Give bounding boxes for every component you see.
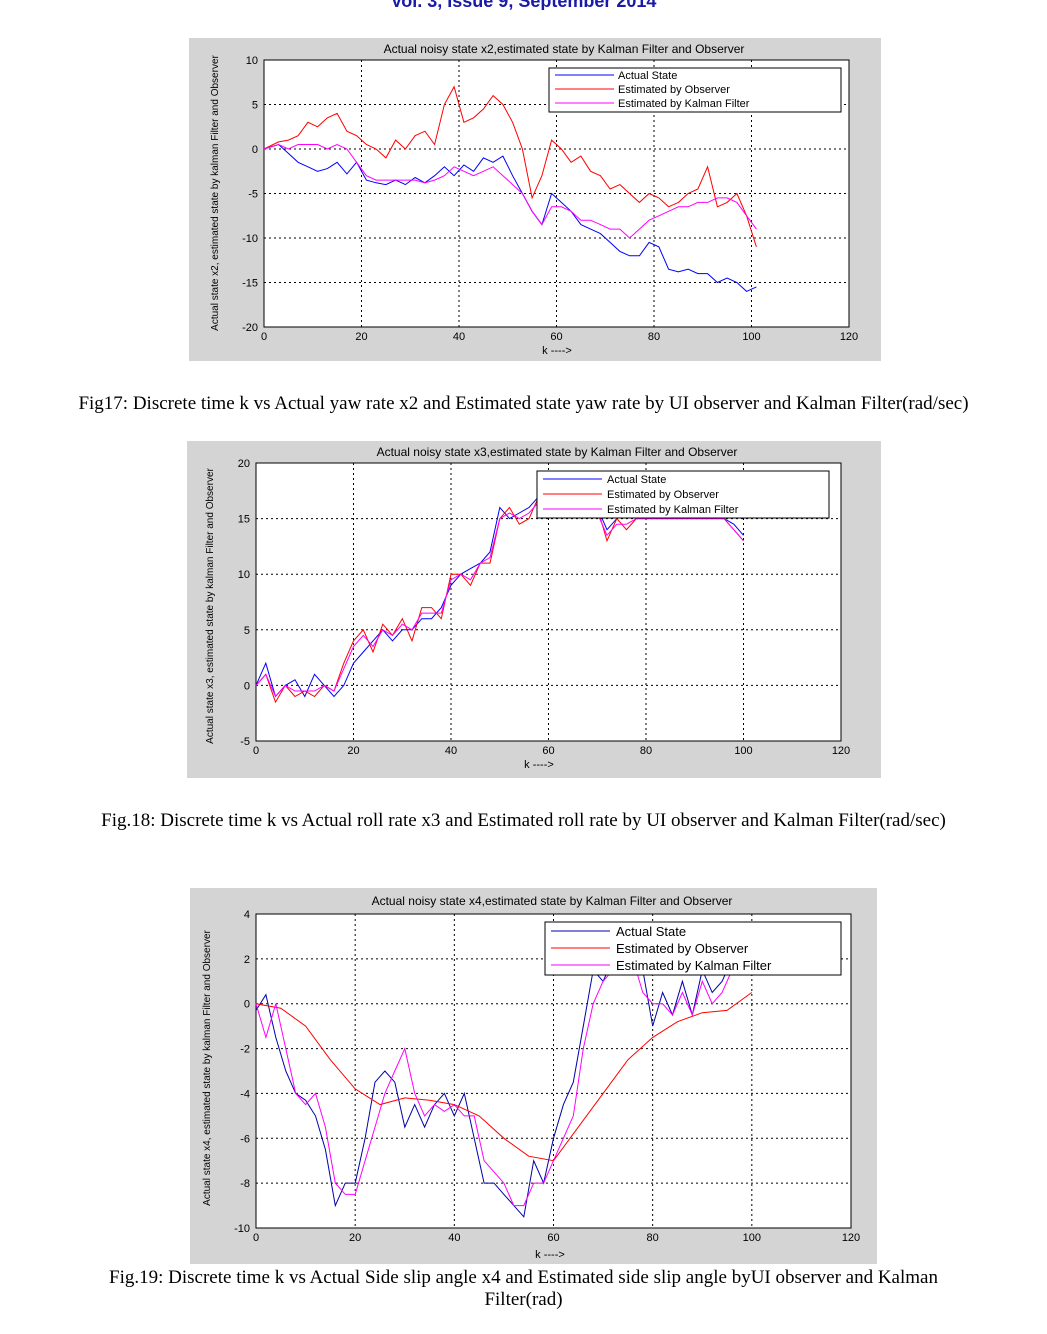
figure-18-y-tick-label: -5 <box>240 736 250 748</box>
figure-19-x-tick-label: 80 <box>647 1232 659 1244</box>
figure-19-legend-kalman: Estimated by Kalman Filter <box>616 958 772 973</box>
figure-19-series-actual <box>255 946 733 1218</box>
figure-17-x-tick-label: 40 <box>453 331 465 343</box>
figure-19-y-tick-label: -2 <box>240 1044 250 1056</box>
figure-17-y-tick-label: -20 <box>242 322 258 334</box>
figure-19-caption-line-2: Filter(rad) <box>484 1289 563 1310</box>
figure-19-legend-observer: Estimated by Observer <box>616 941 749 956</box>
figure-18-legend-kalman: Estimated by Kalman Filter <box>607 504 739 516</box>
figure-19-x-tick-label: 60 <box>547 1232 559 1244</box>
figure-17-title: Actual noisy state x2,estimated state by… <box>384 42 745 56</box>
figure-18-x-tick-label: 100 <box>734 745 752 757</box>
figure-18-y-tick-label: 10 <box>238 569 250 581</box>
figure-19-series-observer <box>255 992 753 1162</box>
figure-18-x-tick-label: 80 <box>640 745 652 757</box>
figure-18-legend-observer: Estimated by Observer <box>607 489 719 501</box>
figure-18-series-kalman <box>255 495 744 698</box>
figure-17-y-tick-label: 0 <box>252 144 258 156</box>
figure-19-y-tick-label: -8 <box>240 1178 250 1190</box>
figure-18-title: Actual noisy state x3,estimated state by… <box>377 445 738 459</box>
figure-19-x-tick-label: 120 <box>842 1232 860 1244</box>
figure-17-legend-box <box>548 67 842 113</box>
figure-17-series-actual <box>263 143 757 292</box>
figure-19-caption: Fig.19: Discrete time k vs Actual Side s… <box>0 1267 1047 1311</box>
figure-17-legend-actual: Actual State <box>618 70 677 82</box>
figure-19-y-tick-label: 0 <box>244 999 250 1011</box>
figure-18-x-axis-label: k ----> <box>524 759 554 771</box>
figure-19-caption-line-1: Fig.19: Discrete time k vs Actual Side s… <box>109 1267 938 1288</box>
figure-17-y-tick-label: 5 <box>252 100 258 112</box>
figure-19-y-tick-label: 4 <box>244 909 250 921</box>
figure-19-title: Actual noisy state x4,estimated state by… <box>372 894 733 908</box>
figure-18-x-tick-label: 40 <box>445 745 457 757</box>
figure-19-chart: Actual noisy state x4,estimated state by… <box>190 888 877 1264</box>
figure-19-y-tick-label: -6 <box>240 1133 250 1145</box>
figure-19-x-axis-label: k ----> <box>535 1249 565 1261</box>
figure-17-series-observer <box>263 85 757 248</box>
figure-19-series-kalman <box>255 958 733 1207</box>
figure-17-x-axis-label: k ----> <box>542 345 572 357</box>
figure-17-y-tick-label: 10 <box>246 55 258 67</box>
figure-19-y-axis-label: Actual state x4, estimated state by kalm… <box>202 929 213 1205</box>
figure-17-x-tick-label: 20 <box>355 331 367 343</box>
figure-17-x-tick-label: 60 <box>550 331 562 343</box>
figure-19-y-tick-label: 2 <box>244 954 250 966</box>
figure-19-legend: Actual State Estimated by Observer Estim… <box>544 921 842 976</box>
figure-18-y-tick-label: 15 <box>238 514 250 526</box>
figure-17-legend-kalman: Estimated by Kalman Filter <box>618 98 750 110</box>
figure-19-y-tick-label: -4 <box>240 1088 250 1100</box>
figure-18-x-tick-label: 120 <box>832 745 850 757</box>
figure-19-y-tick-label: -10 <box>234 1223 250 1235</box>
figure-18-chart: Actual noisy state x3,estimated state by… <box>187 441 881 778</box>
figure-18-y-tick-label: 20 <box>238 458 250 470</box>
figure-19-x-tick-label: 100 <box>743 1232 761 1244</box>
figure-18-x-tick-label: 20 <box>347 745 359 757</box>
figure-18: Actual noisy state x3,estimated state by… <box>187 441 881 778</box>
figure-19: Actual noisy state x4,estimated state by… <box>190 888 877 1264</box>
figure-17-legend-observer: Estimated by Observer <box>618 84 730 96</box>
figure-19-x-tick-label: 0 <box>253 1232 259 1244</box>
figure-17-x-tick-label: 120 <box>840 331 858 343</box>
figure-17-caption: Fig17: Discrete time k vs Actual yaw rat… <box>78 393 969 414</box>
figure-18-y-axis-label: Actual state x3, estimated state by kalm… <box>205 467 216 743</box>
figure-18-legend-actual: Actual State <box>607 474 666 486</box>
figure-17-series-kalman <box>263 143 757 239</box>
figure-19-legend-actual: Actual State <box>616 924 686 939</box>
figure-19-x-tick-label: 20 <box>349 1232 361 1244</box>
figure-18-y-tick-label: 5 <box>244 625 250 637</box>
journal-header: Vol. 3, Issue 9, September 2014 <box>0 0 1047 10</box>
figure-17-chart: Actual noisy state x2,estimated state by… <box>189 38 881 361</box>
journal-header-text: Vol. 3, Issue 9, September 2014 <box>390 0 657 10</box>
figure-17-x-tick-label: 80 <box>648 331 660 343</box>
figure-17-x-tick-label: 100 <box>742 331 760 343</box>
figure-19-x-tick-label: 40 <box>448 1232 460 1244</box>
figure-18-x-tick-label: 0 <box>253 745 259 757</box>
figure-18-x-tick-label: 60 <box>542 745 554 757</box>
figure-17-y-tick-label: -5 <box>248 189 258 201</box>
figure-17-y-tick-label: -15 <box>242 278 258 290</box>
figure-17-legend: Actual State Estimated by Observer Estim… <box>548 67 842 113</box>
figure-18-legend: Actual State Estimated by Observer Estim… <box>536 470 830 519</box>
figure-18-caption: Fig.18: Discrete time k vs Actual roll r… <box>101 810 946 831</box>
figure-17-y-tick-label: -10 <box>242 233 258 245</box>
figure-17: Actual noisy state x2,estimated state by… <box>189 38 881 361</box>
figure-18-y-tick-label: 0 <box>244 680 250 692</box>
figure-17-y-axis-label: Actual state x2, estimated state by kalm… <box>210 54 221 330</box>
figure-17-x-tick-label: 0 <box>261 331 267 343</box>
